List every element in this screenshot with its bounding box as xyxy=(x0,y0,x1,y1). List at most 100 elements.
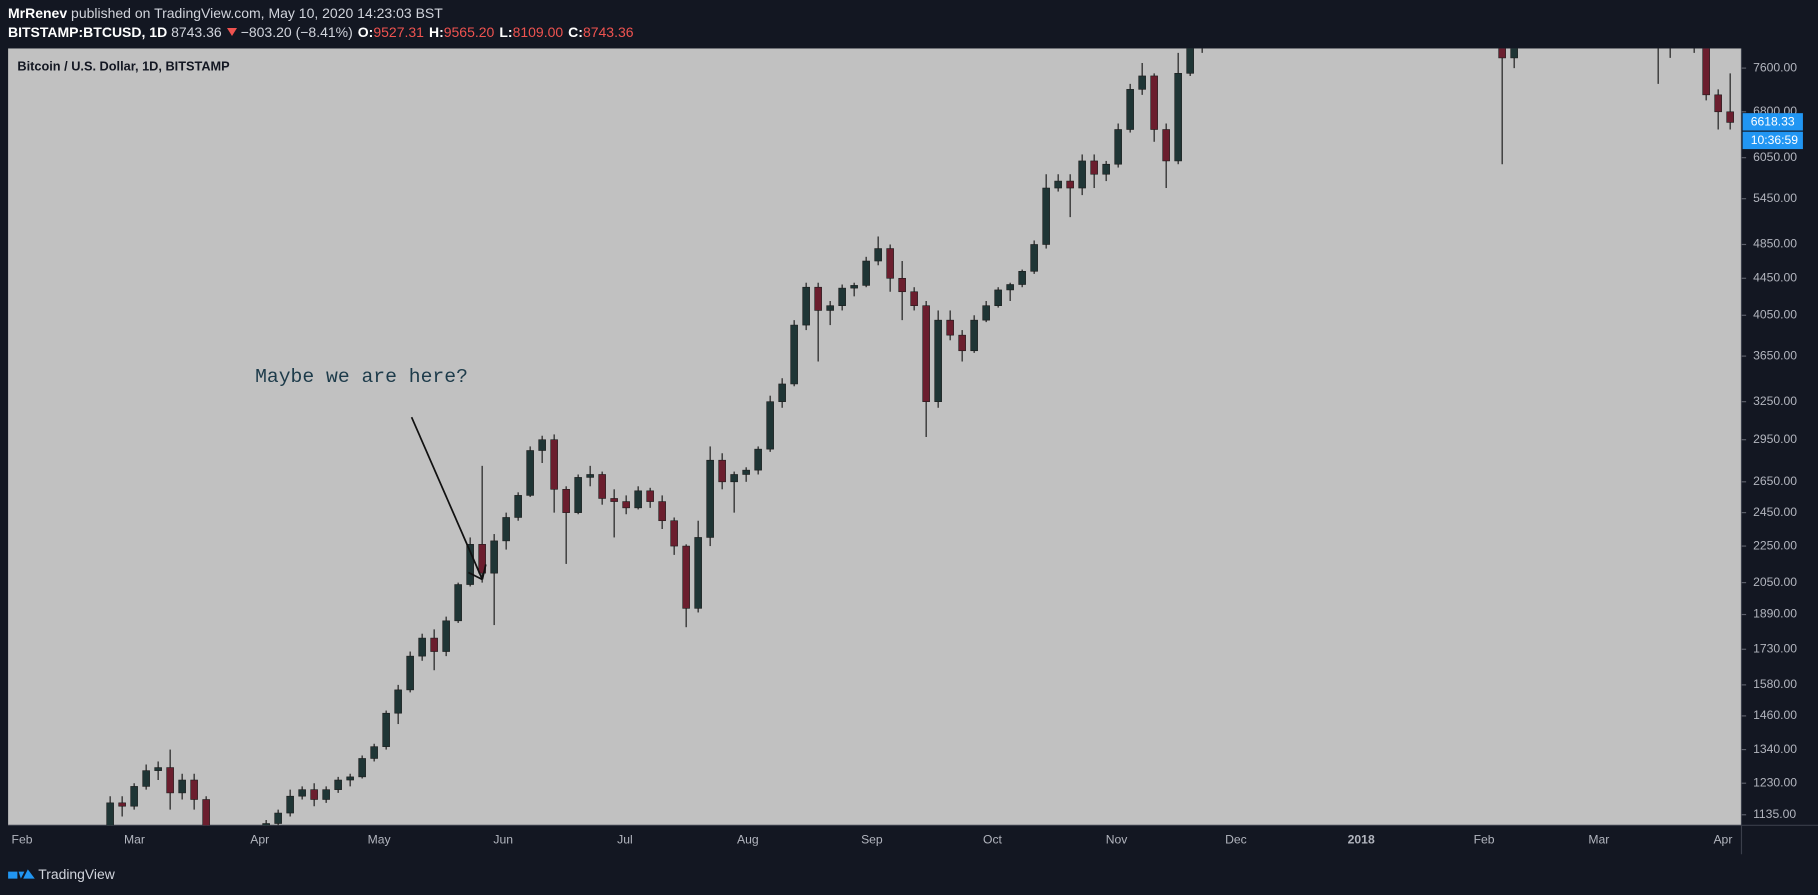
ohlc-value: 8743.36 xyxy=(582,24,634,40)
candle-body xyxy=(106,802,114,826)
candle-body xyxy=(862,260,870,286)
ohlc-label: H: xyxy=(428,24,444,40)
logo xyxy=(8,869,35,879)
candle-body xyxy=(83,843,90,851)
header: MrRenev published on TradingView.com, Ma… xyxy=(0,0,1818,46)
candle-body xyxy=(35,853,42,857)
candle-body xyxy=(71,851,78,865)
candle-body xyxy=(118,802,126,807)
y-tick-label: 1135.00 xyxy=(1753,807,1796,821)
candle-body xyxy=(994,289,1002,306)
annotation-arrow xyxy=(410,416,487,581)
candles xyxy=(35,46,1734,880)
x-tick-label: Dec xyxy=(1225,833,1247,847)
y-tick-label: 6050.00 xyxy=(1753,150,1797,164)
y-tick-label: 2450.00 xyxy=(1753,505,1797,519)
x-tick-label: Jun xyxy=(493,833,513,847)
candle-body xyxy=(1006,284,1014,291)
candle-body xyxy=(514,495,522,518)
y-tick-label: 1460.00 xyxy=(1753,708,1797,722)
candle-body xyxy=(766,401,774,450)
y-tick-label: 2050.00 xyxy=(1753,575,1797,589)
candle-body xyxy=(562,489,570,513)
ohlc-label: C: xyxy=(568,24,583,40)
candle-body xyxy=(1126,89,1134,130)
candle-body xyxy=(442,620,450,652)
candle-body xyxy=(922,305,930,402)
candle-body xyxy=(1042,187,1050,245)
y-tick-label: 4450.00 xyxy=(1753,271,1797,285)
candle-body xyxy=(610,498,618,502)
y-tick-label: 4850.00 xyxy=(1753,237,1797,251)
author[interactable]: MrRenev xyxy=(8,5,68,21)
candle-body xyxy=(1174,73,1182,162)
ohlc-label: L: xyxy=(499,24,513,40)
candle-body xyxy=(466,544,474,585)
candle-body xyxy=(706,459,714,538)
candle-body xyxy=(227,849,234,880)
candle-body xyxy=(958,334,966,352)
y-tick-label: 1890.00 xyxy=(1753,607,1797,621)
candle-body xyxy=(274,812,282,824)
candle-body xyxy=(1018,270,1026,285)
candle-body xyxy=(1702,48,1710,96)
candle-body xyxy=(370,746,378,759)
candle-body xyxy=(1150,75,1158,130)
ohlc: O:9527.31 H:9565.20 L:8109.00 C:8743.36 xyxy=(358,24,639,40)
brand[interactable]: TradingView xyxy=(38,866,115,882)
ohlc-value: 8109.00 xyxy=(512,24,564,40)
candle-body xyxy=(502,517,510,542)
candle-body xyxy=(718,459,726,483)
candle-body xyxy=(454,584,462,622)
annotation: Maybe we are here? xyxy=(255,366,468,388)
x-tick-label: Aug xyxy=(737,833,759,847)
candle-body xyxy=(550,439,558,490)
candle-body xyxy=(538,439,546,451)
candle-body xyxy=(1078,160,1086,189)
candle-body xyxy=(154,767,162,771)
candle-body xyxy=(394,689,402,714)
y-tick-label: 4050.00 xyxy=(1753,307,1797,321)
candle-body xyxy=(622,501,630,509)
candle-body xyxy=(166,767,174,794)
candle-body xyxy=(358,758,366,778)
candle-body xyxy=(1199,46,1206,48)
candle-body xyxy=(1498,48,1506,59)
candle-body xyxy=(634,490,642,509)
x-tick-label: Oct xyxy=(983,833,1003,847)
ohlc-value: 9565.20 xyxy=(443,24,495,40)
candle-body xyxy=(886,248,894,279)
last: 8743.36 xyxy=(171,24,222,40)
candle-body xyxy=(1186,48,1194,74)
symbol: BITSTAMP:BTCUSD, 1D xyxy=(8,24,168,40)
y-tick-label: 1730.00 xyxy=(1753,641,1797,655)
x-tick-label: Mar xyxy=(124,833,145,847)
candle-body xyxy=(970,319,978,352)
candle-body xyxy=(142,770,150,787)
candle-body xyxy=(934,319,942,402)
candle-body xyxy=(418,637,426,657)
down-arrow xyxy=(226,28,237,36)
candle-body xyxy=(898,277,906,293)
chart: Bitcoin / U.S. Dollar, 1D, BITSTAMP Mayb… xyxy=(8,46,1818,882)
candle-body xyxy=(1066,180,1074,189)
candle-body xyxy=(946,319,954,336)
candle-body xyxy=(1054,180,1062,189)
change: −803.20 (−8.41%) xyxy=(240,24,353,40)
y-tick-label: 2950.00 xyxy=(1753,432,1797,446)
y-tick-label: 1580.00 xyxy=(1753,677,1797,691)
y-tick-label: 7600.00 xyxy=(1753,60,1797,74)
candle-body xyxy=(178,779,186,794)
candle-body xyxy=(1114,129,1122,165)
candle-body xyxy=(334,779,342,790)
footer: TradingView xyxy=(8,866,116,882)
candle-body xyxy=(322,789,330,800)
y-tick-label: 3250.00 xyxy=(1753,394,1797,408)
candle-body xyxy=(982,305,990,321)
candle-body xyxy=(838,287,846,306)
candle-body xyxy=(1714,94,1722,113)
publish-line: MrRenev published on TradingView.com, Ma… xyxy=(8,0,1818,23)
candle-body xyxy=(814,286,822,311)
candle-body xyxy=(190,779,198,800)
